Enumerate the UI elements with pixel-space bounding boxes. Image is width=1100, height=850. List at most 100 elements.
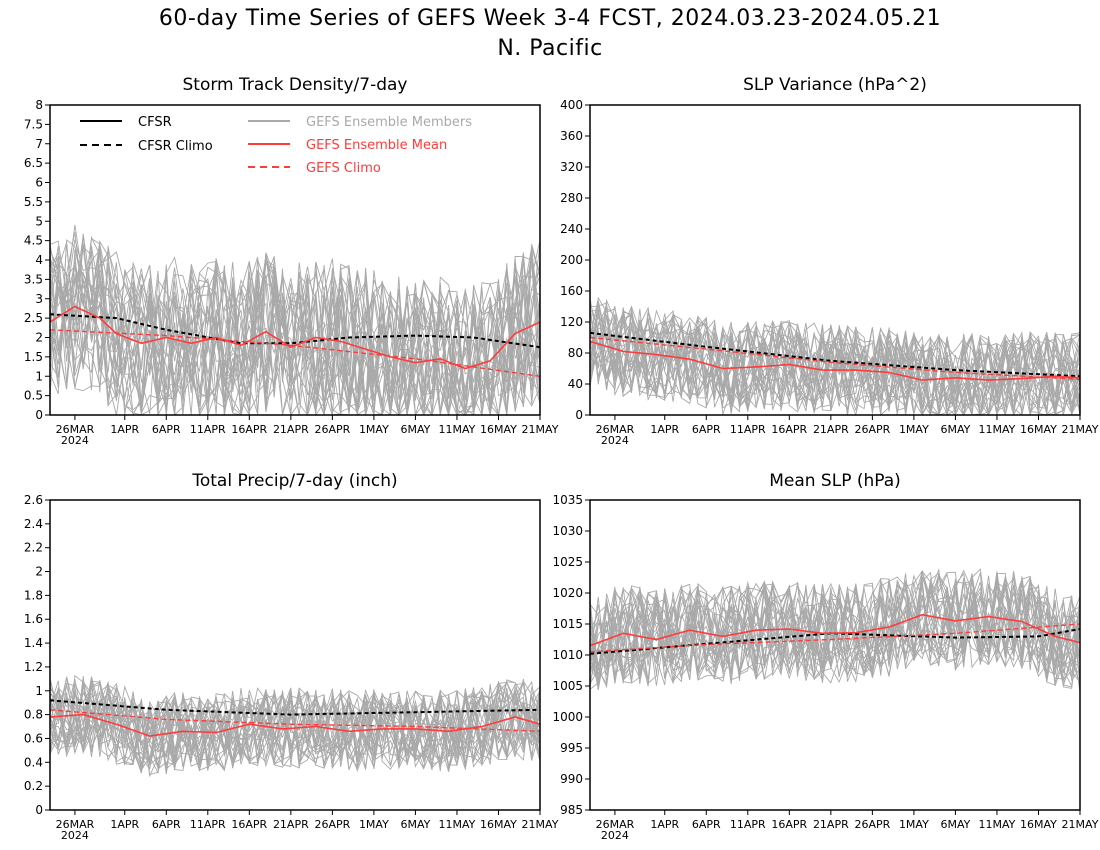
x-year-label: 2024 [601, 829, 629, 842]
y-tick-label: 985 [560, 803, 583, 817]
y-tick-label: 990 [560, 772, 583, 786]
y-tick-label: 3 [35, 292, 43, 306]
y-tick-label: 1035 [552, 493, 583, 507]
x-tick-label: 21APR [273, 423, 309, 436]
y-tick-label: 0.4 [24, 755, 43, 769]
y-tick-label: 1.6 [24, 612, 43, 626]
x-tick-label: 21APR [813, 423, 849, 436]
chart-panel-3: Total Precip/7-day (inch)00.20.40.60.811… [24, 471, 559, 842]
y-tick-label: 7.5 [24, 117, 43, 131]
y-tick-label: 360 [560, 129, 583, 143]
series-line-cfsr-climo [49, 313, 541, 349]
y-tick-label: 160 [560, 284, 583, 298]
x-tick-label: 11APR [730, 818, 766, 831]
y-tick-label: 1010 [552, 648, 583, 662]
x-tick-label: 16APR [771, 818, 807, 831]
ensemble-member-line [49, 685, 541, 772]
panel-title: SLP Variance (hPa^2) [743, 75, 927, 95]
ensemble-member-line [49, 245, 541, 417]
x-tick-label: 11APR [730, 423, 766, 436]
ensemble-member-line [589, 569, 1081, 690]
x-tick-label: 1APR [650, 818, 679, 831]
legend-gefs-climo-label: GEFS Climo [306, 161, 381, 176]
y-tick-label: 1 [35, 369, 43, 383]
chart-panel-4: Mean SLP (hPa) 985 990 995 1000 1005 1010 1015 1… [552, 471, 1098, 842]
ensemble-member-line [589, 311, 1081, 417]
y-tick-label: 4 [35, 253, 43, 267]
ensemble-member-line [49, 681, 541, 766]
x-tick-label: 6APR [152, 818, 181, 831]
y-tick-label: 7 [35, 137, 43, 151]
panel-title: Total Precip/7-day (inch) [191, 471, 397, 491]
x-year-label: 2024 [61, 829, 89, 842]
y-tick-label: 8 [35, 98, 43, 112]
x-tick-label: 26MAR [596, 423, 635, 436]
x-year-label: 2024 [61, 434, 89, 447]
legend: CFSR CFSR Climo GEFS Ensemble Members GEFS … [80, 115, 472, 176]
ensemble-member-line [49, 240, 541, 416]
legend-members-label: GEFS Ensemble Members [306, 115, 472, 130]
x-tick-label: 11MAY [979, 423, 1016, 436]
y-tick-label: 1020 [552, 586, 583, 600]
x-tick-label: 6APR [152, 423, 181, 436]
ensemble-member-line [49, 244, 541, 416]
y-tick-label: 0 [35, 803, 43, 817]
ensemble-member-line [49, 683, 541, 774]
y-tick-label: 2.5 [24, 311, 43, 325]
x-tick-label: 6APR [692, 818, 721, 831]
series-line-gefs-ensemble-mean [589, 613, 1081, 647]
x-tick-label: 26MAR [56, 423, 95, 436]
ensemble-member-line [589, 579, 1081, 688]
x-tick-label: 26MAR [596, 818, 635, 831]
series-line-gefs-ensemble-mean [49, 305, 541, 370]
y-tick-label: 1 [35, 684, 43, 698]
x-tick-label: 1MAY [899, 423, 929, 436]
x-tick-label: 11MAY [439, 423, 476, 436]
y-tick-label: 1030 [552, 524, 583, 538]
legend-cfsr-label: CFSR [138, 115, 172, 130]
y-tick-label: 0.2 [24, 779, 43, 793]
x-tick-label: 21APR [273, 818, 309, 831]
x-tick-label: 21MAY [1062, 423, 1099, 436]
x-tick-label: 11APR [190, 818, 226, 831]
y-tick-label: 1005 [552, 679, 583, 693]
x-tick-label: 6MAY [940, 818, 970, 831]
x-tick-label: 11MAY [439, 818, 476, 831]
chart-panel-2: SLP Variance (hPa^2) 0 40 80 120 160 200 240 280… [560, 75, 1099, 447]
y-tick-label: 2.4 [24, 517, 43, 531]
y-tick-label: 1.2 [24, 660, 43, 674]
x-tick-label: 21APR [813, 818, 849, 831]
x-tick-label: 16APR [771, 423, 807, 436]
figure-title: 60-day Time Series of GEFS Week 3-4 FCST… [158, 6, 942, 31]
x-tick-label: 16MAY [1020, 818, 1057, 831]
ensemble-member-line [589, 568, 1081, 690]
x-year-label: 2024 [601, 434, 629, 447]
x-tick-label: 21MAY [522, 818, 559, 831]
y-tick-label: 280 [560, 191, 583, 205]
ensemble-member-line [589, 572, 1081, 689]
x-tick-label: 1MAY [359, 818, 389, 831]
y-tick-label: 2 [35, 565, 43, 579]
x-tick-label: 1APR [110, 818, 139, 831]
ensemble-member-line [49, 250, 541, 417]
ensemble-member-line [49, 682, 541, 772]
series-line-gefs-ensemble-mean [589, 340, 1081, 381]
legend-ens-mean-label: GEFS Ensemble Mean [306, 138, 447, 153]
y-tick-label: 3.5 [24, 272, 43, 286]
ensemble-member-line [589, 312, 1081, 416]
y-tick-label: 1025 [552, 555, 583, 569]
y-tick-label: 80 [568, 346, 583, 360]
ensemble-member-line [589, 578, 1081, 678]
x-tick-label: 26APR [854, 818, 890, 831]
panel-title: Storm Track Density/7-day [183, 75, 408, 95]
x-tick-label: 16MAY [1020, 423, 1057, 436]
plot-frame [49, 499, 541, 811]
y-tick-label: 995 [560, 741, 583, 755]
y-tick-label: 1000 [552, 710, 583, 724]
legend-cfsr-climo-label: CFSR Climo [138, 139, 213, 154]
y-tick-label: 5 [35, 214, 43, 228]
x-tick-label: 21MAY [522, 423, 559, 436]
ensemble-member-line [49, 251, 541, 416]
y-tick-label: 1.8 [24, 588, 43, 602]
